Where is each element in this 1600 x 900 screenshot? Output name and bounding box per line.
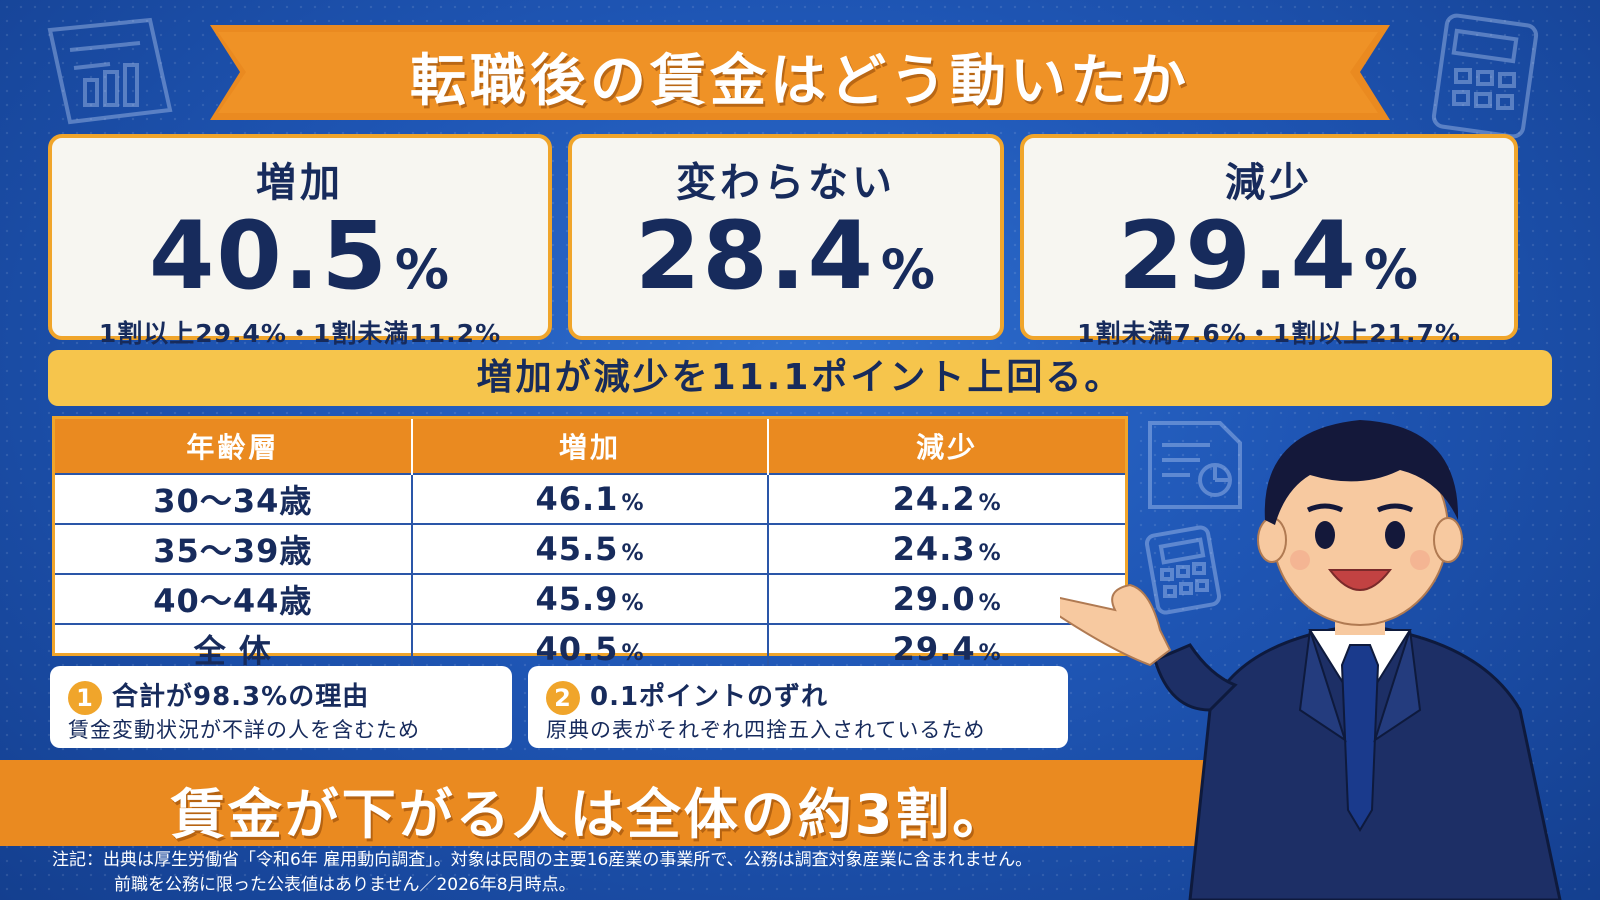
document-chart-icon [47,17,173,125]
cell-decrease: 24.3% [768,523,1125,574]
cell-increase: 45.5% [411,523,770,574]
note-1: 1 合計が98.3%の理由 賃金変動状況が不詳の人を含むため [50,666,512,748]
card-unchanged: 変わらない 28.4% [568,134,1004,340]
note-heading: 2 0.1ポイントのずれ [546,676,828,715]
conclusion-text: 賃金が下がる人は全体の約3割。 [170,783,1010,846]
footnote-line-1: 注記：出典は厚生労働省「令和6年 雇用動向調査」。対象は民間の主要16産業の事業… [52,850,1033,870]
cell-increase: 45.9% [411,573,770,624]
card-decrease: 減少 29.4% 1割未満7.6%・1割以上21.7% [1020,134,1518,348]
table-row: 35～39歳 45.5% 24.3% [55,523,1125,574]
cell-age: 35～39歳 [55,523,413,574]
card-label: 減少 [1225,160,1313,206]
table-row: 40～44歳 45.9% 29.0% [55,573,1125,624]
page-title: 転職後の賃金はどう動いたか [410,49,1190,114]
footnote: 注記：出典は厚生労働省「令和6年 雇用動向調査」。対象は民間の主要16産業の事業… [52,848,1032,898]
number-badge: 1 [68,680,102,715]
cell-age: 30～34歳 [55,473,413,524]
footnote-line-2: 前職を公務に限った公表値はありません／2026年8月時点。 [114,875,576,895]
age-table: 年齢層 増加 減少 30～34歳 46.1% 24.2% 35～39歳 45.5… [52,416,1128,673]
card-increase: 増加 40.5% 1割以上29.4%・1割未満11.2% [48,134,552,348]
card-label: 増加 [256,160,344,206]
card-breakdown: 1割以上29.4%・1割未満11.2% [98,319,502,348]
businessman-illustration [1060,420,1562,900]
cell-age: 40～44歳 [55,573,413,624]
number-badge: 2 [546,680,580,715]
cell-decrease: 29.4% [768,623,1125,673]
table-row: 30～34歳 46.1% 24.2% [55,473,1125,524]
card-value: 29.4% [1117,202,1421,311]
note-heading: 1 合計が98.3%の理由 [68,676,369,715]
table-row: 全 体 40.5% 29.4% [55,623,1125,673]
conclusion-banner: 賃金が下がる人は全体の約3割。 [0,760,1290,846]
header-decrease: 減少 [768,419,1125,474]
calculator-icon [1431,13,1539,139]
title-banner: 転職後の賃金はどう動いたか [210,20,1390,125]
table-header-row: 年齢層 増加 減少 [55,419,1125,474]
card-breakdown: 1割未満7.6%・1割以上21.7% [1077,319,1461,348]
report-pie-icon [1148,421,1242,509]
note-2: 2 0.1ポイントのずれ 原典の表がそれぞれ四捨五入されているため [528,666,1068,748]
note-body: 原典の表がそれぞれ四捨五入されているため [546,718,986,742]
cell-age: 全 体 [55,623,413,673]
card-value: 28.4% [634,202,938,311]
note-body: 賃金変動状況が不詳の人を含むため [68,718,420,742]
cell-increase: 40.5% [411,623,770,673]
card-label: 変わらない [676,160,896,206]
cell-decrease: 24.2% [768,473,1125,524]
cell-increase: 46.1% [411,473,770,524]
summary-bar: 増加が減少を11.1ポイント上回る。 [48,350,1552,406]
header-age: 年齢層 [55,419,413,474]
calculator-small-icon [1144,525,1222,615]
card-value: 40.5% [148,202,452,311]
header-increase: 増加 [411,419,770,474]
